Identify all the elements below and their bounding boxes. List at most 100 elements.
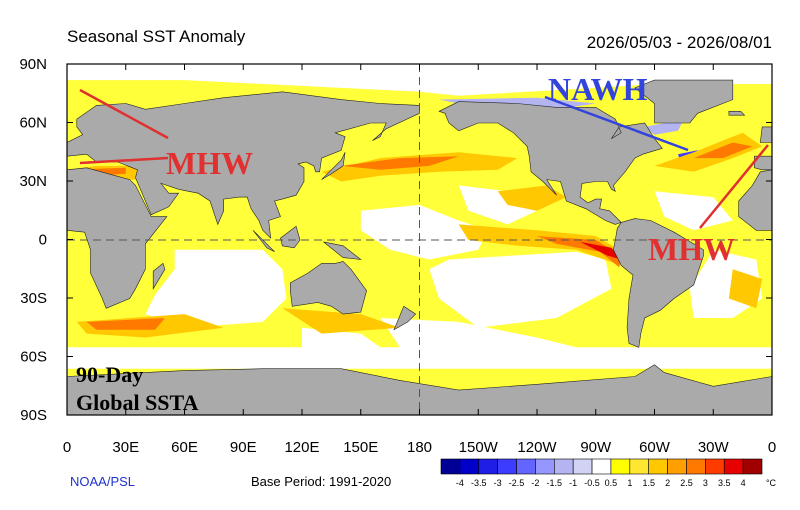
neutral-anomaly-area	[654, 191, 733, 231]
neutral-anomaly-area	[145, 249, 287, 328]
lat-label: 60S	[20, 349, 47, 366]
colorbar-box	[459, 458, 480, 475]
warm-anomaly-area	[458, 224, 620, 264]
colorbar-box	[629, 458, 650, 475]
lon-label: 150E	[343, 439, 378, 456]
colorbar-unit: °C	[766, 478, 777, 488]
annotation-arrow	[79, 156, 169, 165]
colorbar-box	[535, 458, 555, 475]
colorbar-label: -0.5	[584, 478, 600, 488]
annotation-arrow	[544, 95, 689, 152]
annotation-arrow	[79, 88, 169, 140]
colorbar-box	[667, 458, 687, 475]
colorbar-box	[742, 458, 763, 475]
date-range: 2026/05/03 - 2026/08/01	[587, 33, 772, 52]
lat-label: 90S	[20, 407, 47, 424]
colorbar-label: 3.5	[718, 478, 731, 488]
colorbar-box	[686, 458, 706, 475]
neutral-anomaly-area	[380, 318, 577, 352]
colorbar-label: -1.5	[547, 478, 563, 488]
land	[252, 230, 275, 252]
land	[289, 261, 367, 315]
colorbar: -4 -3.5 -3 -2.5 -2 -1.5 -1 -0.5 0.5 1 1.5 2 2.5 3 3.5 4…	[440, 458, 777, 488]
warm-anomaly-area	[321, 152, 518, 182]
colorbar-label: 0.5	[605, 478, 618, 488]
colorbar-label: 2	[665, 478, 670, 488]
lon-label: 150W	[459, 439, 499, 456]
lat-label: 0	[39, 232, 47, 249]
colorbar-label: 2.5	[680, 478, 693, 488]
annotation: Global SSTA	[76, 390, 199, 415]
land	[67, 167, 168, 309]
colorbar-box	[591, 458, 612, 475]
annotation: NAWH	[548, 71, 648, 107]
land	[323, 241, 362, 260]
colorbar-box	[478, 458, 498, 475]
warm-anomaly-area	[728, 269, 763, 309]
hot-anomaly-area	[693, 142, 753, 159]
warm-anomaly-area	[497, 185, 567, 211]
land	[152, 262, 166, 290]
land	[738, 169, 772, 231]
lon-label: 60E	[171, 439, 198, 456]
colorbar-label: 1	[627, 478, 632, 488]
lat-label: 30S	[20, 290, 47, 307]
title: Seasonal SST Anomaly	[67, 27, 246, 46]
colorbar-label: -1	[569, 478, 577, 488]
hot-anomaly-area	[341, 156, 459, 170]
land	[759, 126, 772, 143]
lon-label: 180	[407, 439, 432, 456]
annotation: MHW	[166, 145, 253, 181]
annotation: MHW	[648, 231, 735, 267]
land	[67, 91, 420, 239]
hot-anomaly-area	[537, 236, 622, 268]
land	[393, 305, 417, 331]
lon-label: 90W	[580, 439, 612, 456]
colorbar-box	[705, 458, 725, 475]
lon-label: 30E	[112, 439, 139, 456]
lon-label: 30W	[698, 439, 730, 456]
colorbar-box	[610, 458, 631, 475]
colorbar-label: 3	[703, 478, 708, 488]
colorbar-box	[516, 458, 536, 475]
land	[634, 79, 734, 124]
lon-label: 120W	[517, 439, 557, 456]
lat-label: 30N	[19, 173, 47, 190]
colorbar-label: -2	[531, 478, 539, 488]
colorbar-box	[723, 458, 744, 475]
land	[613, 218, 704, 348]
colorbar-label: 1.5	[642, 478, 655, 488]
base-period: Base Period: 1991-2020	[251, 474, 391, 489]
colorbar-box	[440, 458, 461, 475]
land	[321, 152, 346, 180]
lon-label: 120E	[284, 439, 319, 456]
hot-anomaly-area	[86, 318, 165, 330]
colorbar-label: 4	[741, 478, 746, 488]
colorbar-box	[648, 458, 668, 475]
neutral-anomaly-area	[458, 185, 537, 225]
colorbar-label: -3.5	[471, 478, 487, 488]
land	[280, 225, 301, 249]
colorbar-label: -2.5	[509, 478, 525, 488]
lon-label: 60W	[639, 439, 671, 456]
lat-label: 60N	[19, 115, 47, 132]
map: 90N 60N 30N 0 30S 60S 90S 0 30E 60E 90E 120E 150E 180…	[19, 56, 776, 456]
neutral-anomaly-area	[360, 204, 488, 260]
colorbar-box	[572, 458, 593, 475]
colorbar-box	[553, 458, 574, 475]
source: NOAA/PSL	[70, 474, 135, 489]
colorbar-label: -4	[456, 478, 464, 488]
annotation: 90-Day	[76, 362, 143, 387]
neutral-anomaly-area	[429, 251, 612, 328]
extreme-anomaly-area	[580, 241, 622, 260]
lon-label: 0	[768, 439, 776, 456]
lon-label: 90E	[230, 439, 257, 456]
land	[438, 101, 663, 225]
colorbar-box	[497, 458, 517, 475]
lat-label: 90N	[19, 56, 47, 73]
warm-anomaly-area	[282, 308, 400, 334]
colorbar-label: -3	[494, 478, 502, 488]
land	[728, 111, 746, 116]
annotation-arrow	[699, 144, 769, 229]
